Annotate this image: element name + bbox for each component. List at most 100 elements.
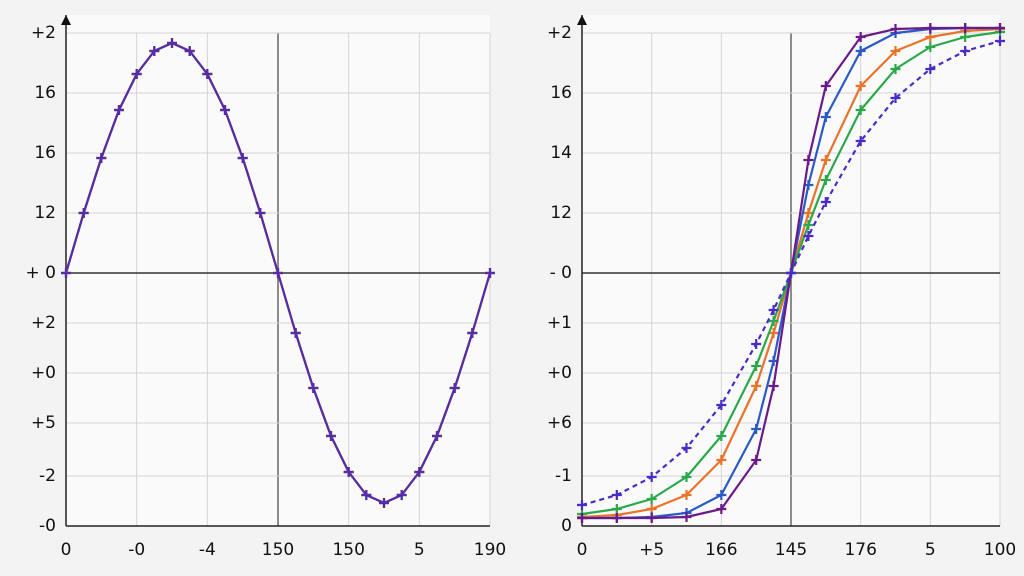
point-marker — [449, 383, 460, 393]
y-tick-label: -0 — [39, 516, 56, 536]
point-marker — [326, 431, 336, 441]
point-marker — [290, 328, 301, 338]
point-marker — [681, 490, 692, 500]
y-tick-label: 12 — [550, 203, 572, 223]
y-tick-label: +2 — [31, 23, 56, 43]
point-marker — [167, 38, 177, 48]
y-tick-label: +2 — [31, 313, 56, 333]
point-marker — [716, 455, 727, 465]
y-tick-label: -1 — [555, 466, 572, 486]
point-marker — [681, 443, 692, 453]
y-tick-label: 16 — [34, 83, 56, 103]
point-marker — [855, 32, 866, 42]
point-marker — [716, 490, 727, 500]
point-marker — [820, 112, 831, 122]
point-marker — [768, 381, 779, 391]
y-tick-label: +0 — [547, 363, 572, 383]
point-marker — [855, 81, 866, 91]
y-tick-label: +6 — [547, 413, 572, 433]
point-marker — [716, 504, 727, 514]
point-marker — [925, 23, 936, 33]
point-marker — [995, 36, 1005, 46]
x-tick-label: 5 — [414, 540, 425, 560]
x-tick-label: 100 — [984, 540, 1016, 560]
point-marker — [78, 208, 89, 218]
point-marker — [432, 431, 442, 441]
point-marker — [308, 383, 319, 393]
x-tick-label: 145 — [775, 540, 807, 560]
point-marker — [925, 64, 936, 74]
point-marker — [803, 220, 814, 230]
y-tick-label: + 0 — [26, 263, 56, 283]
x-tick-label: 190 — [474, 540, 506, 560]
point-marker — [414, 467, 425, 477]
y-tick-label: 16 — [550, 83, 572, 103]
point-marker — [96, 153, 107, 163]
point-marker — [361, 490, 372, 500]
point-marker — [803, 208, 814, 218]
point-marker — [890, 46, 901, 56]
point-marker — [890, 93, 901, 103]
point-marker — [925, 42, 936, 52]
point-marker — [716, 431, 727, 441]
point-marker — [237, 153, 248, 163]
point-marker — [803, 155, 814, 165]
point-marker — [751, 424, 762, 434]
point-marker — [855, 105, 866, 115]
point-marker — [220, 105, 230, 115]
point-marker — [890, 64, 901, 74]
point-marker — [379, 498, 389, 508]
point-marker — [786, 268, 796, 278]
y-tick-label: +0 — [31, 363, 56, 383]
point-marker — [751, 339, 762, 349]
point-marker — [396, 490, 407, 500]
y-tick-label: 16 — [34, 143, 56, 163]
point-marker — [855, 136, 866, 146]
point-marker — [960, 46, 971, 56]
y-tick-label: -2 — [39, 466, 56, 486]
y-tick-label: - 0 — [550, 263, 572, 283]
point-marker — [611, 504, 622, 514]
x-tick-label: 150 — [332, 540, 364, 560]
point-marker — [255, 208, 266, 218]
axis-arrow — [577, 15, 587, 25]
x-tick-label: -4 — [199, 540, 216, 560]
axis-arrow — [61, 15, 71, 25]
y-tick-label: 14 — [550, 143, 572, 163]
y-tick-label: +5 — [31, 413, 56, 433]
point-marker — [820, 81, 831, 91]
x-tick-label: 150 — [262, 540, 294, 560]
point-marker — [751, 455, 762, 465]
point-marker — [890, 24, 901, 34]
x-tick-label: -0 — [128, 540, 145, 560]
point-marker — [960, 32, 971, 42]
point-marker — [611, 513, 622, 523]
point-marker — [820, 175, 831, 185]
point-marker — [646, 494, 657, 504]
point-marker — [768, 328, 779, 338]
y-tick-label: +1 — [547, 313, 572, 333]
point-marker — [646, 513, 657, 523]
x-tick-label: 0 — [61, 540, 72, 560]
point-marker — [131, 69, 142, 79]
point-marker — [184, 46, 195, 56]
y-tick-label: 12 — [34, 203, 56, 223]
y-tick-label: +2 — [547, 23, 572, 43]
point-marker — [485, 268, 495, 278]
x-tick-label: +5 — [639, 540, 664, 560]
point-marker — [61, 268, 71, 278]
point-marker — [149, 46, 160, 56]
point-marker — [681, 472, 692, 482]
y-tick-label: 0 — [561, 516, 572, 536]
point-marker — [611, 490, 622, 500]
point-marker — [577, 500, 587, 510]
x-tick-label: 176 — [844, 540, 876, 560]
point-marker — [273, 268, 283, 278]
point-marker — [467, 328, 478, 338]
point-marker — [855, 46, 866, 56]
point-marker — [716, 400, 727, 410]
point-marker — [202, 69, 213, 79]
point-marker — [768, 305, 779, 315]
point-marker — [995, 23, 1005, 33]
